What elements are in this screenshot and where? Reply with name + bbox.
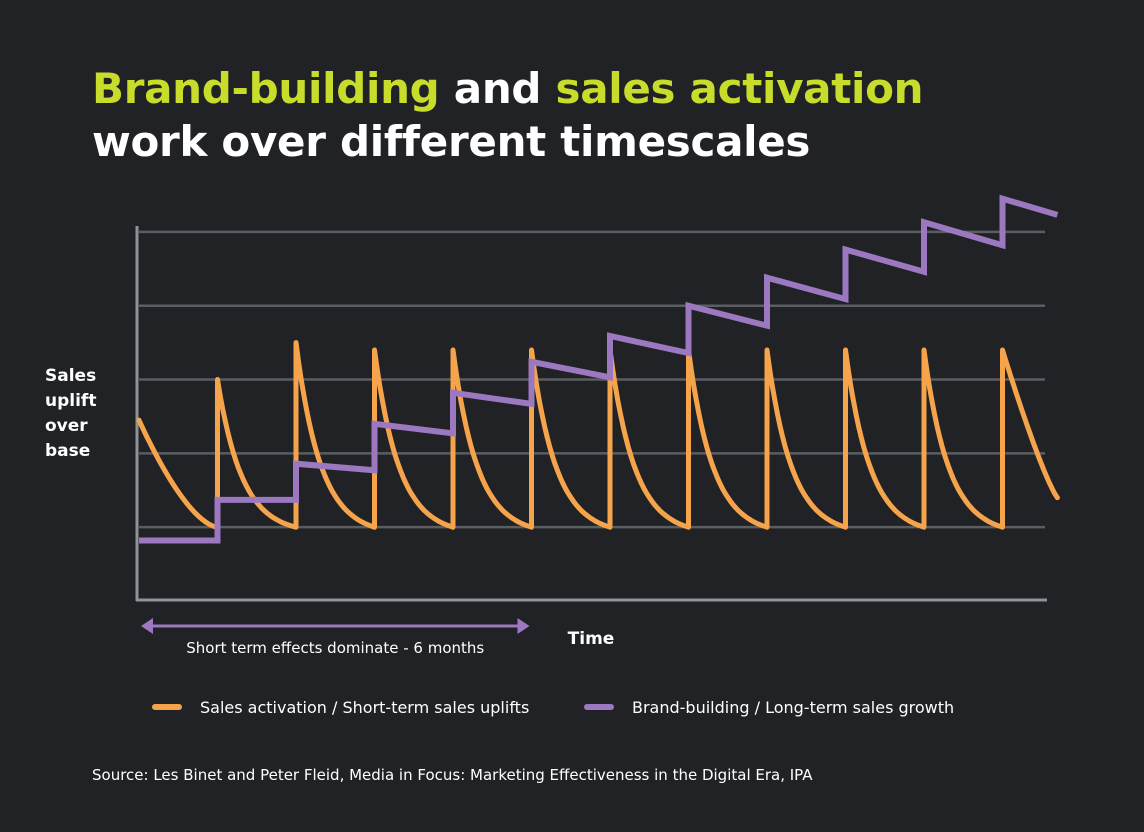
axes: Time bbox=[135, 226, 1047, 649]
title-brand-building: Brand-building bbox=[92, 64, 440, 113]
legend-swatch-sales-activation bbox=[152, 704, 182, 710]
legend-swatch-brand-building bbox=[584, 704, 614, 710]
title-line-2: work over different timescales bbox=[92, 117, 811, 166]
series-lines bbox=[136, 194, 1060, 544]
title-sales-activation: sales activation bbox=[555, 64, 924, 113]
chart-title: Brand-building and sales activation work… bbox=[92, 62, 1092, 168]
series-sales-activation bbox=[136, 340, 1060, 530]
legend-item-brand-building: Brand-building / Long-term sales growth bbox=[584, 694, 954, 720]
annotation-label: Short term effects dominate - 6 months bbox=[186, 639, 484, 657]
series-brand-building bbox=[139, 194, 1059, 544]
gridlines bbox=[139, 230, 1045, 529]
legend-label-brand-building: Brand-building / Long-term sales growth bbox=[632, 697, 955, 717]
legend-label-sales-activation: Sales activation / Short-term sales upli… bbox=[200, 697, 530, 717]
legend-item-sales-activation: Sales activation / Short-term sales upli… bbox=[152, 694, 529, 720]
source-note: Source: Les Binet and Peter Fleid, Media… bbox=[92, 766, 813, 784]
y-axis-label: Sales uplift over base bbox=[45, 366, 97, 461]
legend: Sales activation / Short-term sales upli… bbox=[0, 694, 1144, 720]
title-and: and bbox=[439, 64, 556, 113]
x-axis-label: Time bbox=[568, 629, 615, 649]
annotation-arrow-right-head bbox=[517, 618, 530, 634]
annotation-arrow-left-head bbox=[141, 618, 153, 634]
annotations: Short term effects dominate - 6 months bbox=[141, 618, 530, 657]
